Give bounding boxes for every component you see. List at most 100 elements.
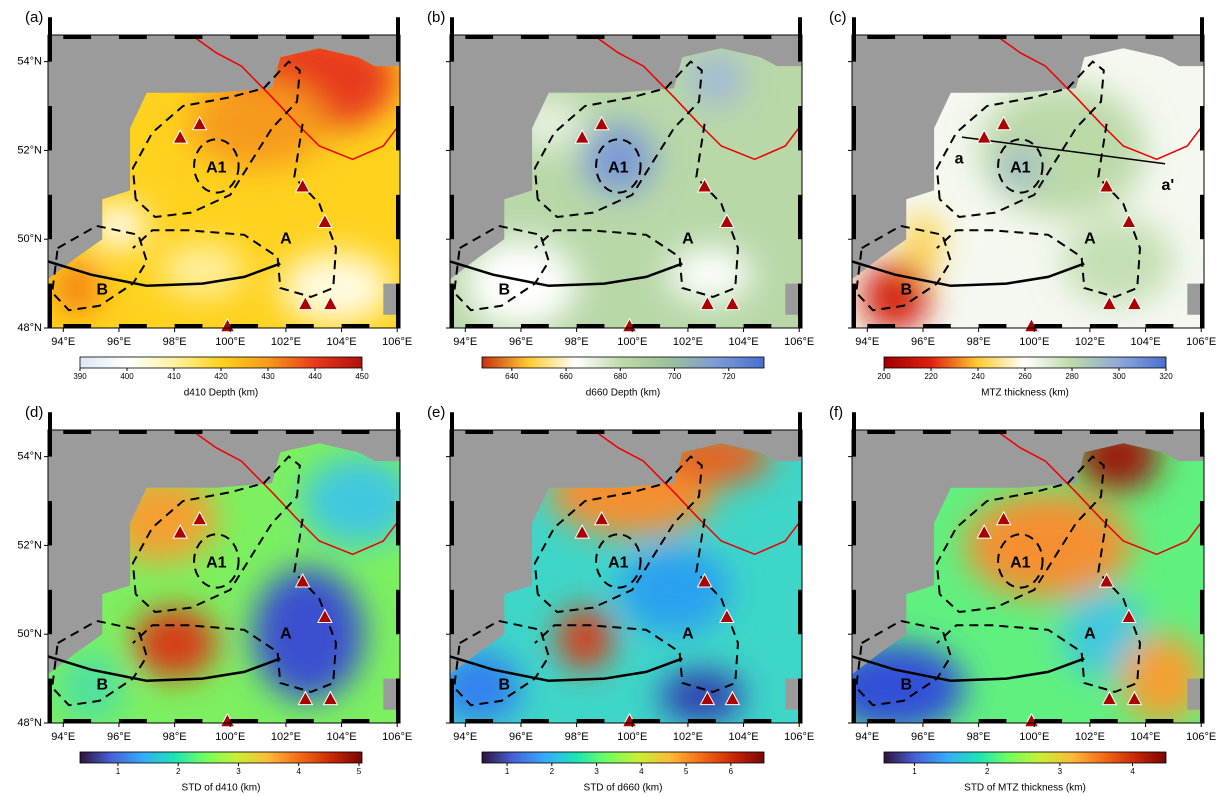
- lon-tick-label: 100°E: [617, 731, 647, 743]
- map-frame: [851, 34, 1205, 329]
- anomaly: [160, 243, 245, 297]
- lat-tick-label: 52°N: [17, 539, 42, 551]
- lon-tick-label: 104°E: [327, 731, 357, 743]
- frame-tick: [450, 412, 454, 457]
- colorbar-tick-label: 450: [355, 372, 369, 381]
- lon-tick-label: 106°E: [1186, 336, 1216, 348]
- frame-tick: [1089, 324, 1118, 328]
- frame-tick: [978, 35, 1007, 39]
- volcano: [1121, 608, 1137, 623]
- lon-tick-label: 102°E: [271, 336, 301, 348]
- panel-label: (f): [829, 404, 843, 421]
- frame-tick: [576, 35, 605, 39]
- a-region: [936, 518, 1142, 693]
- lon-tick-label: 100°E: [215, 336, 245, 348]
- colorbar-tick-label: 260: [1018, 372, 1032, 381]
- volcano: [317, 213, 333, 228]
- frame-tick: [118, 324, 147, 328]
- frame-tick: [520, 35, 549, 39]
- frame-tick: [396, 412, 400, 457]
- lon-tick-label: 96°E: [509, 731, 533, 743]
- frame-tick: [978, 430, 1007, 434]
- volcano: [1126, 295, 1143, 311]
- frame-tick: [1200, 106, 1204, 151]
- border-line: [994, 429, 1205, 556]
- frame-tick: [632, 35, 661, 39]
- frame-tick: [922, 324, 951, 328]
- frame-tick: [341, 430, 370, 434]
- frame-tick: [48, 194, 52, 240]
- lon-tick-label: 98°E: [967, 336, 991, 348]
- frame-tick: [852, 589, 856, 635]
- frame-tick: [1200, 283, 1204, 328]
- frame-tick: [852, 283, 856, 328]
- frame-tick: [450, 501, 454, 546]
- region-label: a: [955, 151, 964, 168]
- lon-tick-label: 94°E: [453, 731, 477, 743]
- lon-tick-label: 102°E: [1075, 336, 1105, 348]
- frame-tick: [852, 678, 856, 723]
- region-label: A: [1084, 625, 1096, 642]
- volcano: [574, 524, 591, 539]
- lon-tick-label: 106°E: [1186, 731, 1216, 743]
- map-panel: (f) A1 A B 94°E 96°E 98°E 100°E 102°E 104°E 106°E 1…: [829, 404, 1216, 794]
- frame-tick: [63, 430, 92, 434]
- colorbar-tick-label: 3: [594, 767, 599, 776]
- colorbar-tick-label: 1: [912, 767, 917, 776]
- lat-tick-label: 50°N: [17, 628, 42, 640]
- frame-tick: [285, 324, 314, 328]
- frame-tick: [852, 501, 856, 546]
- region-label: A1: [1010, 159, 1031, 176]
- frame-tick: [798, 17, 802, 62]
- panel-label: (b): [427, 9, 445, 26]
- lon-tick-label: 94°E: [855, 336, 879, 348]
- frame-tick: [465, 430, 494, 434]
- anomaly: [450, 651, 521, 723]
- colorbar-tick-label: 2: [985, 767, 990, 776]
- lon-tick-label: 102°E: [1075, 731, 1105, 743]
- region-label: a': [1161, 177, 1174, 194]
- frame-tick: [1200, 589, 1204, 635]
- lon-tick-label: 102°E: [673, 731, 703, 743]
- anomaly: [687, 52, 744, 107]
- a1-core: [193, 533, 240, 589]
- frame-tick: [1089, 430, 1118, 434]
- frame-tick: [1145, 430, 1174, 434]
- volcano: [1098, 572, 1115, 588]
- frame-tick: [852, 17, 856, 62]
- anomaly: [557, 607, 613, 670]
- colorbar-tick-label: 2: [176, 767, 181, 776]
- frame-tick: [576, 324, 605, 328]
- frame-tick: [1200, 501, 1204, 546]
- frame-tick: [978, 324, 1007, 328]
- frame-tick: [798, 589, 802, 635]
- colorbar-tick-label: 440: [308, 372, 322, 381]
- anomaly: [57, 651, 125, 723]
- volcano: [719, 608, 735, 623]
- lon-tick-label: 104°E: [729, 336, 759, 348]
- colorbar-tick-label: 400: [120, 372, 134, 381]
- frame-tick: [285, 430, 314, 434]
- region-label: A1: [1010, 554, 1031, 571]
- lon-tick-label: 100°E: [1019, 731, 1049, 743]
- volcano: [696, 572, 713, 588]
- anomaly: [280, 252, 392, 324]
- frame-tick: [1200, 17, 1204, 62]
- lon-tick-label: 106°E: [784, 731, 814, 743]
- frame-tick: [1034, 35, 1063, 39]
- colorbar-tick-label: 3: [1058, 767, 1063, 776]
- frame-tick: [576, 719, 605, 723]
- frame-tick: [1145, 324, 1174, 328]
- frame-tick: [48, 589, 52, 635]
- a1-region: [533, 455, 703, 614]
- colorbar: [481, 356, 765, 369]
- volcano: [1101, 690, 1118, 706]
- frame-tick: [798, 106, 802, 151]
- frame-tick: [1034, 430, 1063, 434]
- lon-tick-label: 96°E: [911, 336, 935, 348]
- frame-tick: [48, 678, 52, 723]
- colorbar-tick-label: 4: [1130, 767, 1135, 776]
- volcano: [699, 690, 716, 706]
- lon-tick-label: 106°E: [382, 336, 412, 348]
